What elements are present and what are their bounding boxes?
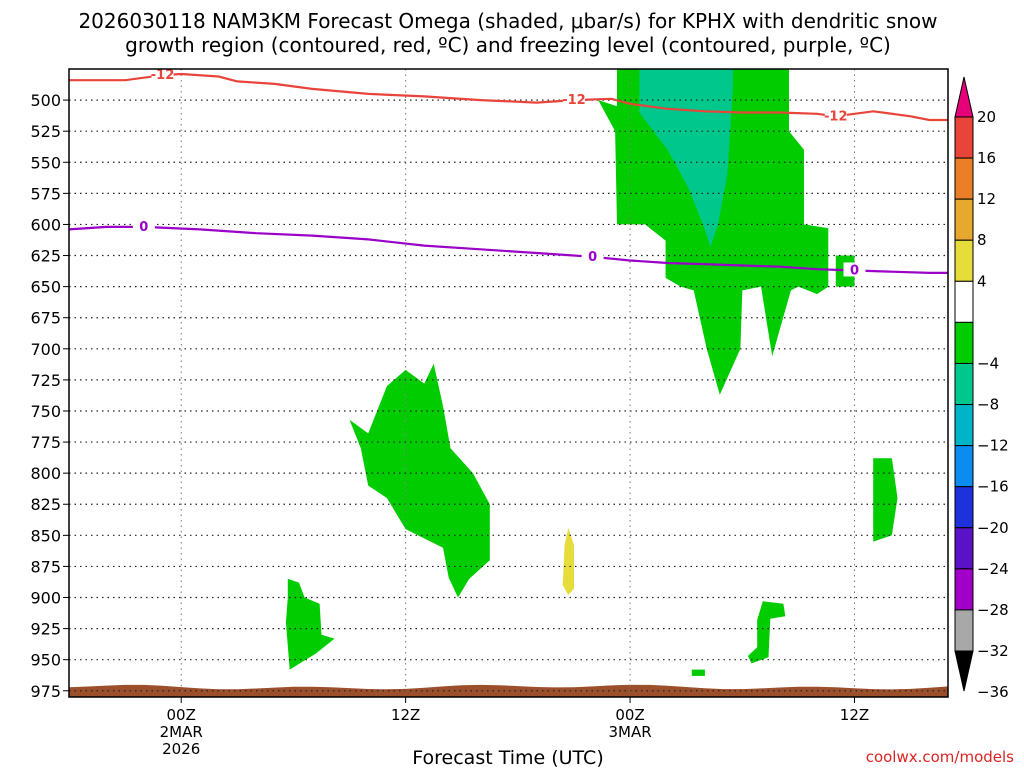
contour-label-bg-1-2 [843,262,866,277]
colorbar-bin-9 [954,486,974,529]
contour-label-bg-1-1 [581,248,604,263]
y-tick-label-800: 800 [30,464,61,483]
x-tick-label-2-1: 3MAR [608,723,651,741]
omega-shading [285,69,898,676]
y-tick-label-600: 600 [30,215,61,234]
x-tick-label-3-0: 12Z [840,706,869,724]
y-tick-label-525: 525 [30,122,61,141]
y-tick-label-575: 575 [30,184,61,203]
y-tick-label-775: 775 [30,433,61,452]
colorbar-label-1: 16 [977,149,996,167]
contour-label-1-0: 0 [139,220,148,235]
colorbar-bin-8 [954,445,974,488]
colorbar-label-8: −16 [977,478,1009,496]
colorbar-bin-6 [954,362,974,406]
omega-region-6 [747,601,786,664]
x-tick-label-1-0: 12Z [391,706,420,724]
terrain-layer [69,684,948,697]
contour-label-bg-0-2 [824,108,847,123]
colorbar-label-13: −36 [977,683,1009,701]
contour-label-0-1: -12 [562,93,586,108]
y-tick-label-500: 500 [30,91,61,110]
colorbar-label-10: −24 [977,560,1009,578]
y-tick-label-650: 650 [30,278,61,297]
colorbar: 20 16 12 8 4 −4 −8 −12 −16 −20 −24 −28 −32 −36 [954,76,1009,701]
colorbar-label-12: −32 [977,642,1009,660]
chart-title-line1: 2026030118 NAM3KM Forecast Omega (shaded… [78,9,937,33]
x-tick-label-0-0: 00Z [167,706,196,724]
y-tick-label-625: 625 [30,247,61,266]
colorbar-bin-7 [954,404,974,447]
omega-region-8 [562,527,574,595]
y-tick-label-675: 675 [30,309,61,328]
terrain-band [69,684,948,697]
colorbar-bin-1 [954,157,974,200]
y-tick-label-700: 700 [30,340,61,359]
plot-frame [68,68,949,698]
colorbar-bin-0 [954,116,974,159]
contour-label-bg-0-1 [562,92,585,107]
colorbar-label-5: −4 [977,354,999,372]
contour-layer: -12 -12 -12 0 0 0 [69,68,948,278]
colorbar-bin-5 [954,321,974,364]
colorbar-bin-4 [954,280,974,323]
omega-region-5 [873,458,898,542]
y-tick-label-975: 975 [30,682,61,701]
contour-label-0-0: -12 [151,68,175,83]
y-tick-label-750: 750 [30,402,61,421]
colorbar-top-arrow [954,76,974,118]
colorbar-label-7: −12 [977,437,1009,455]
colorbar-bin-10 [954,527,974,570]
contour-label-1-2: 0 [850,263,859,278]
y-axis-ticks: 500 525 550 575 600 625 650 675 700 725 750 775 800 8… [30,91,69,701]
colorbar-label-4: 4 [977,272,987,290]
y-tick-label-925: 925 [30,620,61,639]
grid-layer [69,69,948,697]
omega-region-7 [691,669,705,676]
x-axis-label: Forecast Time (UTC) [412,747,603,768]
x-tick-label-0-2: 2026 [162,740,200,758]
colorbar-bin-11 [954,568,974,611]
chart-title-line2: growth region (contoured, red, ºC) and f… [125,33,891,57]
y-tick-label-725: 725 [30,371,61,390]
colorbar-bin-3 [954,239,974,282]
colorbar-label-6: −8 [977,396,999,414]
contour-label-bg-0-0 [151,69,174,82]
colorbar-bin-2 [954,198,974,241]
y-tick-label-950: 950 [30,651,61,670]
y-tick-label-875: 875 [30,557,61,576]
colorbar-bin-12 [954,609,974,652]
omega-region-1 [639,69,733,247]
contour-label-1-1: 0 [588,250,597,265]
colorbar-label-2: 12 [977,190,996,208]
colorbar-label-3: 8 [977,231,987,249]
y-tick-label-900: 900 [30,589,61,608]
omega-region-4 [285,578,335,670]
y-tick-label-850: 850 [30,526,61,545]
colorbar-label-11: −28 [977,601,1009,619]
y-tick-label-825: 825 [30,495,61,514]
colorbar-label-0: 20 [977,108,996,126]
x-tick-label-2-0: 00Z [615,706,644,724]
contour-label-bg-1-0 [132,218,155,233]
contour-label-0-2: -12 [824,109,848,124]
omega-region-3 [349,363,490,598]
x-tick-label-0-1: 2MAR [160,723,203,741]
colorbar-label-9: −20 [977,519,1009,537]
contour-line-0 [69,72,948,122]
y-tick-label-550: 550 [30,153,61,172]
credit-text: coolwx.com/models [866,748,1014,766]
colorbar-bottom-arrow [954,650,974,692]
